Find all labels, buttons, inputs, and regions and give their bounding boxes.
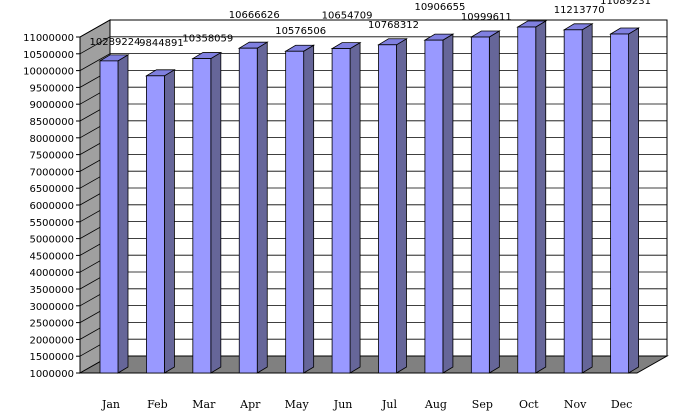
data-label: 10576506 — [275, 26, 326, 37]
y-tick-label: 9000000 — [29, 100, 74, 111]
bar-oct — [516, 20, 548, 374]
y-tick-label: 7500000 — [29, 151, 74, 162]
y-tick-label: 11000000 — [23, 33, 74, 44]
bar-front — [331, 48, 351, 374]
bar-side — [256, 41, 268, 374]
x-tick-label: Jul — [381, 398, 397, 411]
x-tick-label: Jan — [101, 398, 120, 411]
bar-side — [396, 38, 407, 374]
bar-side — [442, 33, 454, 374]
y-tick-label: 9500000 — [29, 83, 74, 94]
y-tick-label: 4000000 — [29, 268, 74, 279]
bar-sep — [469, 30, 501, 374]
bar-front — [470, 36, 490, 374]
bar-front — [192, 58, 212, 374]
y-tick-label: 6000000 — [29, 201, 74, 212]
bar-aug — [423, 33, 455, 374]
bar-nov — [562, 23, 594, 374]
x-tick-label: Feb — [147, 398, 168, 411]
data-label: 10654709 — [322, 11, 373, 22]
y-tick-label: 6500000 — [29, 184, 74, 195]
y-tick-label: 1000000 — [29, 369, 74, 380]
data-label: 11213770 — [554, 5, 605, 16]
bar-feb — [144, 69, 176, 374]
bar-front — [563, 29, 583, 374]
bar-side — [581, 23, 593, 374]
x-tick-label: Jun — [333, 398, 353, 411]
data-label: 10289224 — [90, 37, 141, 48]
bar-front — [378, 44, 397, 374]
bar-front — [285, 50, 305, 374]
bar-jan — [98, 54, 130, 374]
data-label: 10358059 — [182, 34, 233, 45]
gridline — [79, 19, 667, 38]
y-tick-label: 8000000 — [29, 134, 74, 145]
y-tick-label: 10500000 — [23, 50, 74, 61]
data-label: 10999611 — [461, 12, 512, 23]
y-axis-ticks: 1000000 1500000 2000000 2500000 3000000 35000… — [23, 33, 81, 380]
bar-front — [424, 39, 444, 374]
data-label: 10906655 — [414, 2, 465, 13]
x-tick-label: Sep — [472, 398, 493, 411]
y-tick-label: 4500000 — [29, 251, 74, 262]
bar-side — [210, 51, 222, 374]
bar-dec — [609, 27, 641, 374]
bar-side — [628, 27, 639, 374]
y-tick-label: 3000000 — [29, 302, 74, 313]
x-tick-label: Nov — [564, 398, 587, 411]
bar-side — [488, 30, 500, 374]
y-tick-label: 5000000 — [29, 235, 74, 246]
x-tick-label: Aug — [424, 398, 447, 411]
y-tick-label: 7000000 — [29, 167, 74, 178]
x-tick-label: May — [285, 398, 310, 411]
y-tick-label: 3500000 — [29, 285, 74, 296]
x-tick-label: Dec — [611, 398, 633, 411]
y-tick-label: 8500000 — [29, 117, 74, 128]
y-tick-label: 2500000 — [29, 319, 74, 330]
y-tick-label: 5500000 — [29, 218, 74, 229]
bar-side — [117, 54, 129, 374]
x-tick-label: Oct — [519, 398, 539, 411]
bar-front — [99, 60, 119, 374]
x-tick-label: Apr — [239, 398, 261, 411]
bar-apr — [237, 41, 269, 374]
bar-side — [535, 20, 547, 374]
data-label: 9844891 — [139, 38, 184, 49]
bar-front — [517, 26, 537, 374]
y-tick-label: 1500000 — [29, 352, 74, 363]
bar-mar — [191, 51, 223, 374]
bar-side — [349, 41, 361, 374]
bar-front — [238, 47, 258, 374]
bar-side — [164, 69, 175, 374]
y-tick-label: 2000000 — [29, 335, 74, 346]
bar-front — [146, 75, 165, 374]
bar-side — [303, 44, 315, 374]
y-tick-label: 10000000 — [23, 67, 74, 78]
data-label: 10666626 — [229, 10, 280, 21]
x-axis-labels: Jan Feb Mar Apr May Jun Jul Aug Sep Oct Nov Dec — [101, 398, 632, 411]
bar-jul — [377, 38, 408, 374]
bars — [98, 20, 641, 374]
bar-front — [610, 33, 629, 374]
bar-may — [284, 44, 316, 374]
data-label: 10768312 — [368, 20, 419, 31]
x-tick-label: Mar — [192, 398, 216, 411]
data-label: 11089231 — [600, 0, 651, 7]
bar-jun — [330, 41, 362, 374]
